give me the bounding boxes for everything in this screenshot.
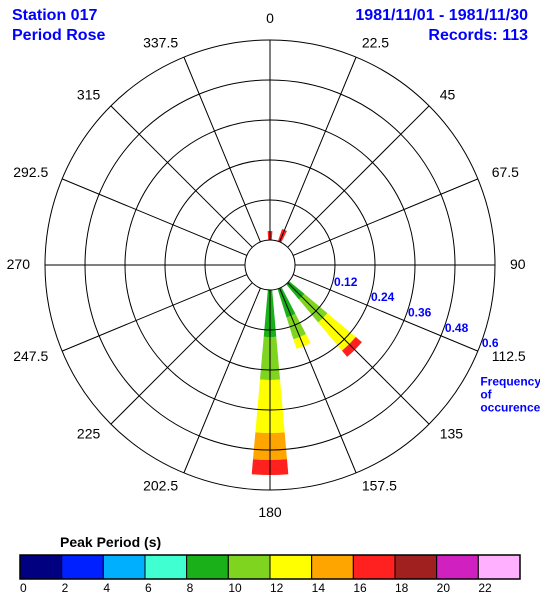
- spoke: [293, 179, 478, 256]
- freq-ring-label: 0.36: [408, 305, 432, 319]
- legend-tick: 8: [187, 581, 194, 595]
- spoke: [184, 57, 261, 242]
- angle-label: 292.5: [13, 164, 48, 180]
- legend-band: [228, 555, 270, 579]
- spoke: [288, 106, 429, 247]
- angle-label: 315: [77, 86, 101, 102]
- legend: Peak Period (s) 0 2 4 6 8 10 12 14 16 18 20 22: [20, 534, 520, 595]
- legend-band: [312, 555, 354, 579]
- header-left: Station 017 Period Rose: [12, 6, 105, 46]
- angle-label: 90: [510, 256, 526, 272]
- legend-tick: 18: [395, 581, 409, 595]
- petals: [252, 229, 362, 475]
- angle-label: 135: [440, 426, 464, 442]
- records-label: Records: 113: [428, 27, 528, 44]
- angle-label: 225: [77, 426, 101, 442]
- freq-ring-label: 0.48: [445, 321, 469, 335]
- angle-label: 247.5: [13, 348, 48, 364]
- header-right: 1981/11/01 - 1981/11/30 Records: 113: [355, 6, 528, 46]
- legend-tick: 20: [437, 581, 451, 595]
- freq-axis-label: Frequencyofoccurence: [480, 375, 540, 415]
- legend-band: [187, 555, 229, 579]
- legend-tick: 2: [62, 581, 69, 595]
- legend-band: [437, 555, 479, 579]
- station-label: Station 017: [12, 7, 97, 24]
- chart-name-label: Period Rose: [12, 27, 105, 44]
- legend-band: [478, 555, 520, 579]
- legend-tick: 0: [20, 581, 27, 595]
- legend-band: [62, 555, 104, 579]
- freq-ring-label: 0.6: [482, 336, 499, 350]
- spoke: [62, 275, 247, 352]
- spoke: [280, 57, 357, 242]
- legend-tick: 4: [103, 581, 110, 595]
- legend-band: [145, 555, 187, 579]
- legend-tick: 10: [228, 581, 242, 595]
- spokes: [45, 40, 495, 490]
- legend-band: [20, 555, 62, 579]
- legend-tick: 14: [312, 581, 326, 595]
- legend-band: [270, 555, 312, 579]
- legend-band: [395, 555, 437, 579]
- spoke: [111, 106, 252, 247]
- angle-label: 0: [266, 10, 274, 26]
- legend-title: Peak Period (s): [60, 534, 161, 550]
- angle-label: 270: [7, 256, 31, 272]
- freq-ring-label: 0.24: [371, 290, 395, 304]
- spoke: [111, 283, 252, 424]
- rose-chart: 022.54567.590112.5135157.5180202.5225247…: [0, 0, 540, 600]
- angle-label: 202.5: [143, 478, 178, 494]
- spoke: [184, 288, 261, 473]
- angle-label: 157.5: [362, 478, 397, 494]
- angle-label: 45: [440, 86, 456, 102]
- angle-label: 67.5: [492, 164, 519, 180]
- spoke: [62, 179, 247, 256]
- angle-label: 337.5: [143, 34, 178, 50]
- date-range-label: 1981/11/01 - 1981/11/30: [355, 7, 528, 24]
- freq-ring-label: 0.12: [334, 275, 358, 289]
- spoke: [288, 283, 429, 424]
- inner-circle: [245, 240, 295, 290]
- legend-tick: 6: [145, 581, 152, 595]
- legend-tick: 12: [270, 581, 284, 595]
- legend-band: [353, 555, 395, 579]
- legend-tick: 16: [353, 581, 367, 595]
- angle-label: 112.5: [492, 348, 526, 364]
- legend-tick: 22: [478, 581, 492, 595]
- angle-label: 180: [258, 504, 282, 520]
- legend-band: [103, 555, 145, 579]
